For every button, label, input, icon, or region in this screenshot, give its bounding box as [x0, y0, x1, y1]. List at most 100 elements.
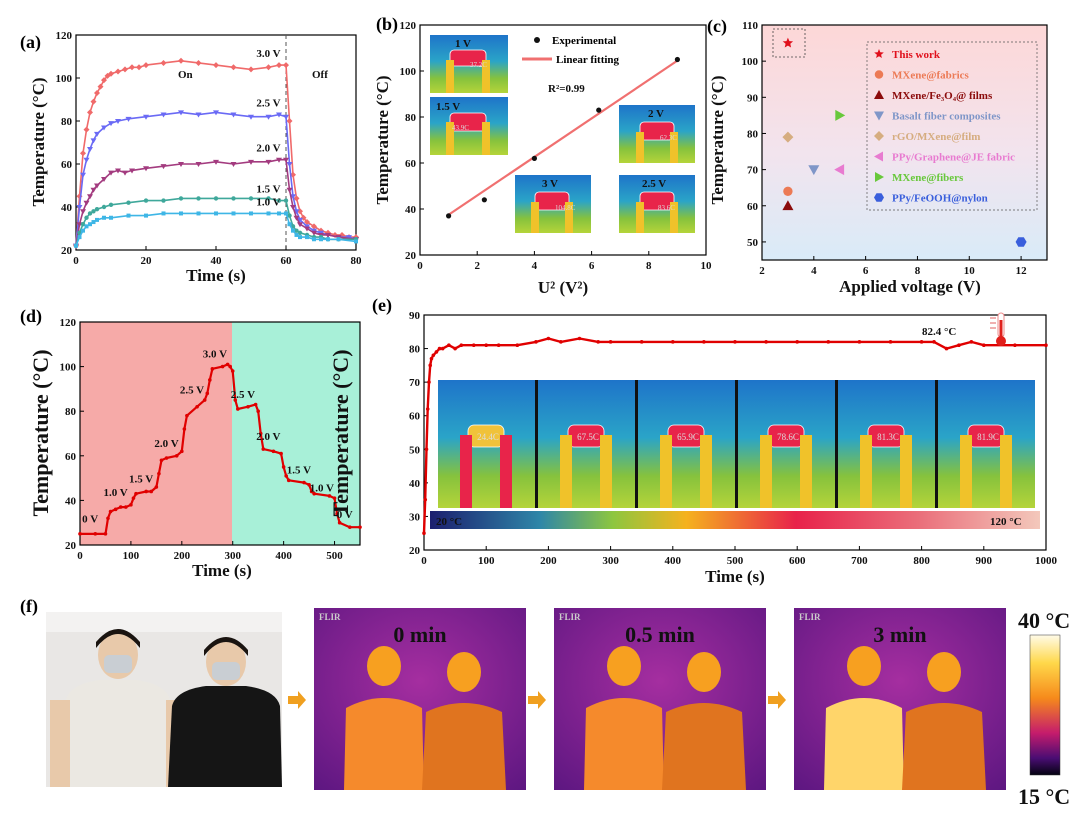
panel-a-point: [87, 109, 93, 116]
panel-d-point: [185, 413, 189, 418]
panel-a-point: [80, 222, 86, 227]
panel-e-point: [546, 336, 551, 341]
panel-a-point: [196, 211, 201, 216]
panel-d-point: [279, 451, 283, 456]
panel-a-point: [231, 196, 236, 201]
panel-a-point: [305, 235, 309, 240]
panel-c-ytick-label: 60: [747, 201, 759, 213]
panel-a-point: [161, 211, 166, 216]
panel-c-legend-entry: This work: [892, 49, 941, 61]
panel-f-scale-min: 15 °C: [1018, 784, 1070, 809]
panel-a-point: [90, 98, 97, 105]
panel-a-point: [126, 200, 131, 205]
panel-a-point: [95, 217, 99, 222]
panel-e-point: [577, 336, 582, 341]
panel-d-point: [230, 369, 235, 373]
panel-e-colorbar-max: 120 °C: [990, 516, 1022, 528]
panel-a-point: [284, 211, 288, 216]
panel-a-point: [293, 209, 300, 215]
panel-a-point: [122, 170, 128, 176]
panel-f-brand: FLIR: [319, 612, 341, 622]
panel-c-axes-frame: [761, 24, 1048, 261]
panel-a-point: [311, 223, 317, 230]
panel-d-ylabel-right: Temperature (°C): [328, 349, 353, 516]
panel-c-ytick-label: 50: [747, 237, 759, 249]
panel-c-legend-marker: [874, 131, 884, 141]
panel-d-voltage-label: 0 V: [82, 514, 98, 526]
panel-a-point: [248, 114, 254, 120]
panel-e-xtick-label: 0: [421, 555, 427, 567]
panel-a-point: [80, 209, 86, 215]
arrow-icon: [528, 691, 546, 709]
panel-b-xtick-label: 0: [417, 260, 423, 272]
panel-d-point: [210, 367, 215, 371]
panel-a-point: [115, 168, 121, 174]
panel-e-point: [764, 340, 768, 344]
panel-d-voltage-label: 1.5 V: [129, 474, 153, 486]
panel-a-point: [248, 66, 254, 73]
panel-d-voltage-label: 1.0 V: [310, 482, 334, 494]
panel-e-point: [932, 340, 936, 344]
panel-a-point: [346, 235, 352, 241]
panel-e-frame-reading: 81.9C: [977, 432, 999, 442]
panel-e-ytick-label: 50: [409, 444, 421, 456]
panel-a-point: [265, 64, 272, 71]
panel-e-point: [919, 340, 924, 344]
panel-e-point: [639, 340, 644, 344]
panel-e-point: [733, 340, 737, 344]
panel-e-point: [496, 343, 501, 348]
panel-e: (e) 24.4C 67.5C 65.9C 78.6C 81.3C 81.9C 20 °C…: [372, 295, 1058, 586]
panel-a-point: [231, 211, 236, 216]
panel-d-voltage-label: 1.0 V: [104, 487, 128, 499]
panel-b-inset-3v-reading: 104.8C: [555, 204, 576, 212]
panel-a-point: [101, 204, 107, 210]
panel-a-point: [143, 62, 149, 69]
panel-e-leg: [500, 435, 512, 508]
panel-b-inset-1v-reading: 37.2C: [470, 61, 487, 69]
panel-f-head: [927, 652, 961, 692]
panel-a-point: [297, 230, 303, 235]
panel-e-point: [982, 343, 986, 348]
panel-a-point: [87, 211, 93, 216]
panel-c-legend-entry: MXene@fabrics: [892, 70, 970, 82]
panel-d-point: [195, 404, 199, 409]
panel-a-point: [126, 213, 131, 218]
panel-b: (b) 1 V 37.2C 1.5 V 43.9C 2 V 62.3C: [373, 14, 712, 297]
panel-e-point: [434, 350, 439, 354]
panel-b-inset-2-5v-reading: 83.6C: [658, 204, 675, 212]
panel-d-point: [358, 525, 362, 529]
panel-e-point: [471, 343, 476, 348]
panel-b-xtick-label: 10: [701, 260, 713, 272]
panel-a-series-label: 1.5 V: [256, 184, 280, 196]
panel-b-ytick-label: 20: [405, 250, 417, 262]
panel-d-point: [302, 480, 306, 485]
panel-a-ytick-label: 40: [61, 202, 73, 214]
panel-a-ytick-label: 20: [61, 245, 73, 257]
panel-f-body: [824, 698, 904, 790]
panel-e-temp-readout: 82.4 °C: [922, 326, 956, 338]
panel-d-voltage-label: 0 V: [337, 509, 353, 521]
panel-d-heating-region: [80, 322, 232, 545]
panel-e-point: [484, 343, 489, 348]
panel-f-color-scale: [1029, 634, 1061, 776]
panel-d-xtick-label: 100: [123, 550, 140, 562]
panel-e-frame-reading: 81.3C: [877, 432, 899, 442]
panel-d-voltage-label: 1.5 V: [287, 465, 311, 477]
panel-c-point: [783, 186, 793, 196]
thermometer-icon: [990, 312, 1006, 346]
panel-e-xtick-label: 1000: [1035, 555, 1058, 567]
panel-a-point: [293, 215, 300, 221]
panel-f-scale-max: 40 °C: [1018, 608, 1070, 633]
panel-a-point: [115, 68, 121, 75]
panel-e-frame-reading: 78.6C: [777, 432, 799, 442]
panel-e-point: [425, 407, 430, 411]
panel-e-point: [423, 497, 428, 502]
panel-a-point: [195, 59, 202, 66]
panel-b-inset-1-5v: 1.5 V 43.9C: [430, 97, 508, 155]
panel-d-point: [233, 398, 238, 402]
panel-e-point: [857, 340, 862, 344]
panel-e-point: [888, 340, 893, 344]
panel-d-point: [124, 505, 128, 509]
panel-b-inset-2v-reading: 62.3C: [660, 134, 677, 142]
panel-e-ytick-label: 90: [409, 310, 421, 322]
